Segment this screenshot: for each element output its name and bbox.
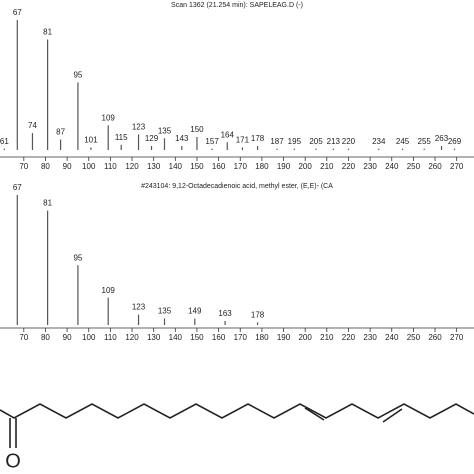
x-tick-label: 90 <box>63 162 72 171</box>
x-tick-label: 170 <box>234 162 248 171</box>
peak-label: 67 <box>13 8 22 17</box>
x-tick-label: 240 <box>385 333 399 342</box>
peak-label: 163 <box>218 309 232 318</box>
peak-label: 81 <box>43 28 52 37</box>
peak-label: 205 <box>309 137 323 146</box>
peak-label: 123 <box>132 123 146 132</box>
x-tick-label: 160 <box>212 162 226 171</box>
peak-label: 95 <box>73 71 82 80</box>
x-tick-label: 190 <box>277 162 291 171</box>
x-tick-label: 250 <box>407 162 421 171</box>
x-tick-label: 200 <box>298 333 312 342</box>
x-tick-label: 170 <box>234 333 248 342</box>
x-tick-label: 200 <box>298 162 312 171</box>
peak-label: 150 <box>190 125 204 134</box>
peak-label: 234 <box>372 137 386 146</box>
x-tick-label: 100 <box>82 333 96 342</box>
x-tick-label: 150 <box>190 333 204 342</box>
peak-label: 135 <box>158 126 172 135</box>
x-tick-label: 70 <box>19 162 28 171</box>
peak-label: 171 <box>236 136 250 145</box>
peak-label: 123 <box>132 303 146 312</box>
chart-title: #243104: 9,12-Octadecadienoic acid, meth… <box>141 183 333 190</box>
peak-label: 157 <box>205 137 219 146</box>
double-bond <box>382 408 403 423</box>
peak-label: 61 <box>0 137 9 146</box>
peak-label: 87 <box>56 128 65 137</box>
x-tick-label: 270 <box>450 333 464 342</box>
x-tick-label: 230 <box>363 333 377 342</box>
x-tick-label: 90 <box>63 333 72 342</box>
peak-label: 67 <box>13 183 22 192</box>
peak-label: 164 <box>221 130 235 139</box>
x-tick-label: 150 <box>190 162 204 171</box>
x-tick-label: 270 <box>450 162 464 171</box>
peak-label: 109 <box>102 286 116 295</box>
atom-label: O <box>5 450 21 472</box>
peak-label: 178 <box>251 134 265 143</box>
peak-label: 195 <box>288 137 302 146</box>
x-tick-label: 130 <box>147 162 161 171</box>
x-tick-label: 80 <box>41 333 50 342</box>
x-tick-label: 160 <box>212 333 226 342</box>
peak-label: 109 <box>102 113 116 122</box>
structure <box>0 403 474 448</box>
x-tick-label: 220 <box>342 162 356 171</box>
x-tick-label: 110 <box>104 162 117 171</box>
x-tick-label: 180 <box>255 162 269 171</box>
peak-label: 220 <box>342 137 356 146</box>
x-tick-label: 190 <box>277 333 291 342</box>
x-tick-label: 70 <box>19 333 28 342</box>
peak-label: 255 <box>418 137 432 146</box>
peak-label: 81 <box>43 199 52 208</box>
x-tick-label: 100 <box>82 162 96 171</box>
peak-label: 245 <box>396 137 410 146</box>
peak-label: 143 <box>175 134 189 143</box>
peak-label: 115 <box>115 133 128 142</box>
double-bond <box>304 407 325 421</box>
peak-label: 74 <box>28 121 37 130</box>
x-tick-label: 250 <box>407 333 421 342</box>
x-tick-label: 210 <box>320 333 334 342</box>
x-tick-label: 260 <box>428 333 442 342</box>
x-tick-label: 80 <box>41 162 50 171</box>
x-tick-label: 140 <box>169 333 183 342</box>
peak-label: 263 <box>435 134 449 143</box>
x-tick-label: 130 <box>147 333 161 342</box>
peak-label: 269 <box>448 137 462 146</box>
peak-label: 178 <box>251 311 265 320</box>
peak-label: 213 <box>327 137 341 146</box>
x-tick-label: 180 <box>255 333 269 342</box>
peak-label: 135 <box>158 307 172 316</box>
x-tick-label: 210 <box>320 162 334 171</box>
peak-label: 101 <box>84 136 98 145</box>
peak-label: 129 <box>145 134 159 143</box>
peak-label: 95 <box>73 253 82 262</box>
peak-label: 149 <box>188 307 202 316</box>
x-tick-label: 140 <box>169 162 183 171</box>
x-tick-label: 120 <box>125 162 139 171</box>
x-tick-label: 240 <box>385 162 399 171</box>
carbon-chain <box>0 403 474 419</box>
x-tick-label: 260 <box>428 162 442 171</box>
x-tick-label: 110 <box>104 333 117 342</box>
chart-title: Scan 1362 (21.254 min): SAPELEAG.D (-) <box>171 2 303 9</box>
x-tick-label: 120 <box>125 333 139 342</box>
x-tick-label: 220 <box>342 333 356 342</box>
peak-label: 187 <box>270 137 284 146</box>
x-tick-label: 230 <box>363 162 377 171</box>
